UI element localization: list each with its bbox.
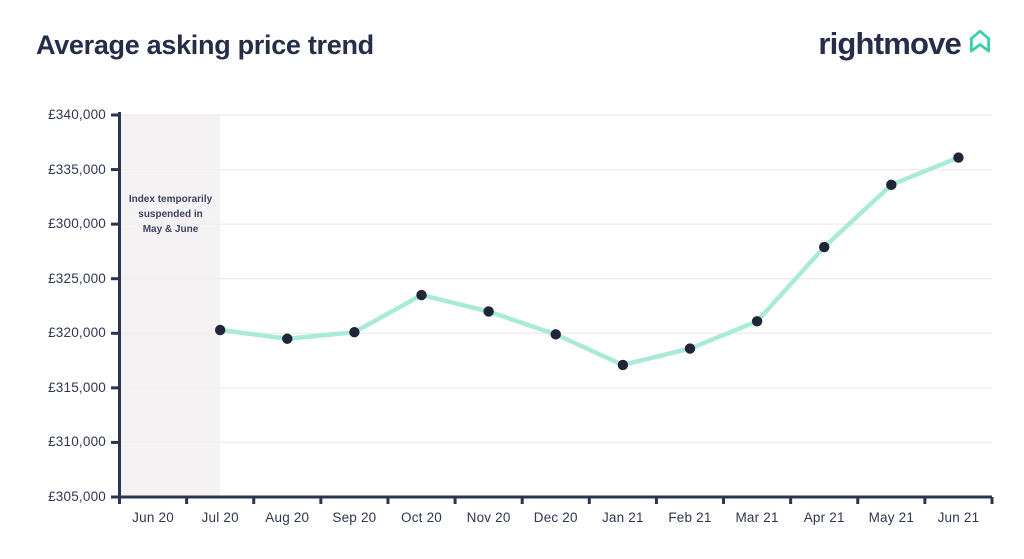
x-axis-tick-label: Dec 20	[533, 510, 578, 525]
y-axis-tick-label: £340,000	[48, 107, 106, 122]
x-axis-tick-label: Feb 21	[668, 510, 712, 525]
x-axis-tick-label: Sep 20	[332, 510, 377, 525]
x-axis-tick-label: Oct 20	[401, 510, 442, 525]
x-axis-tick-label: Jul 20	[201, 510, 239, 525]
x-axis-tick-label: Mar 21	[735, 510, 779, 525]
x-axis-tick-label: May 21	[868, 510, 915, 525]
data-point	[349, 326, 360, 338]
y-axis-tick-label: £320,000	[48, 325, 106, 341]
y-axis-tick-label: £315,000	[48, 379, 106, 395]
x-axis-tick-label: Nov 20	[466, 510, 511, 525]
x-axis-tick-label: Jan 21	[601, 510, 644, 525]
page-title: Average asking price trend	[36, 30, 374, 60]
x-axis-tick-label: Jun 20	[132, 510, 174, 525]
suspended-index-annotation: Index temporarily suspended in May & Jun…	[128, 194, 213, 235]
y-axis-tick-label: £300,000	[48, 216, 106, 232]
rightmove-logo-text: rightmove	[818, 26, 961, 61]
y-axis-tick-label: £325,000	[48, 270, 106, 286]
data-point	[550, 329, 561, 340]
data-point	[953, 152, 964, 163]
data-point	[751, 316, 763, 327]
data-point	[886, 179, 897, 191]
x-axis-tick-label: Aug 20	[265, 510, 310, 525]
data-point	[617, 359, 629, 371]
data-point	[684, 343, 696, 354]
data-point	[214, 324, 226, 336]
data-point	[483, 306, 494, 317]
y-axis-tick-label: £335,000	[48, 161, 106, 177]
x-axis-tick-label: Apr 21	[803, 510, 845, 525]
y-axis-tick-label: £305,000	[48, 489, 106, 504]
house-icon	[969, 29, 991, 53]
suspended-region	[119, 115, 221, 497]
data-point	[819, 241, 830, 253]
data-point	[416, 289, 427, 301]
x-axis-tick-label: Jun 21	[937, 510, 980, 525]
y-axis-tick-label: £310,000	[48, 434, 106, 450]
rightmove-logo: rightmove	[818, 26, 994, 62]
price-trend-line	[217, 155, 961, 368]
data-point	[282, 333, 293, 344]
